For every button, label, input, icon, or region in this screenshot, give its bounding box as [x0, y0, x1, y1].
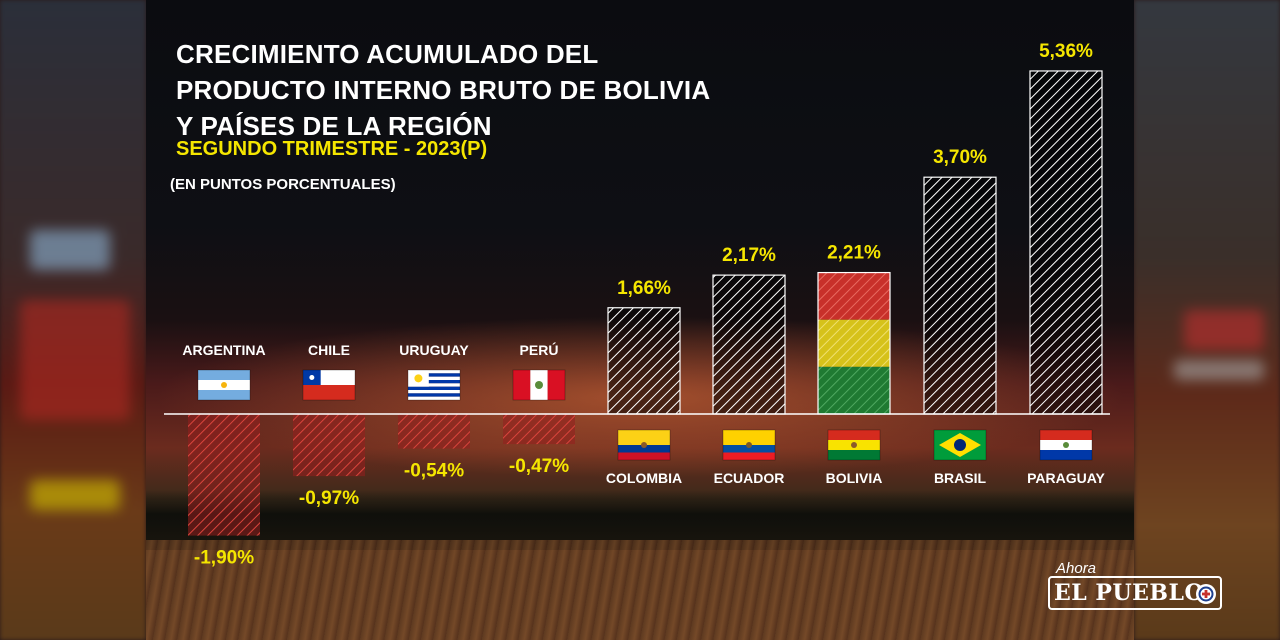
field-ground [146, 540, 1134, 640]
title-line-2: PRODUCTO INTERNO BRUTO DE BOLIVIA [176, 75, 711, 105]
bar-per [503, 414, 575, 445]
category-label-per: PERÚ [520, 341, 559, 358]
value-label-uruguay: -0,54% [404, 461, 464, 482]
bolivia-flag [827, 429, 881, 461]
chile-flag [302, 369, 356, 401]
category-label-brasil: BRASIL [934, 470, 987, 486]
peru-flag [512, 369, 566, 401]
chart-subtitle: SEGUNDO TRIMESTRE - 2023(P) [176, 138, 488, 160]
title-line-1: CRECIMIENTO ACUMULADO DEL [176, 39, 599, 69]
blurred-label-shape [1174, 360, 1264, 380]
brazil-flag [933, 429, 987, 461]
category-label-argentina: ARGENTINA [182, 342, 265, 358]
value-label-colombia: 1,66% [617, 278, 671, 299]
value-label-bolivia: 2,21% [827, 243, 881, 264]
value-label-ecuador: 2,17% [722, 245, 776, 266]
bar-chile [293, 414, 365, 477]
ecuador-flag [722, 429, 776, 461]
title-line-3: Y PAÍSES DE LA REGIÓN [176, 111, 492, 141]
bar-colombia [607, 307, 681, 415]
bar-brasil [923, 176, 997, 415]
el-pueblo-logo: Ahora EL PUEBLO [1048, 560, 1224, 614]
category-label-bolivia: BOLIVIA [826, 470, 883, 486]
argentina-flag [197, 369, 251, 401]
bar-paraguay [1029, 70, 1103, 415]
category-label-ecuador: ECUADOR [714, 470, 785, 486]
value-label-chile: -0,97% [299, 488, 359, 509]
bar-uruguay [398, 414, 470, 449]
logo-prefix: Ahora [1056, 560, 1097, 577]
blurred-flag-shape [1184, 310, 1264, 350]
bar-bolivia-red [818, 272, 890, 320]
value-label-per: -0,47% [509, 456, 569, 477]
background-left-blur [0, 0, 146, 640]
blurred-flag-shape [30, 230, 110, 270]
category-label-chile: CHILE [308, 342, 350, 358]
category-label-colombia: COLOMBIA [606, 470, 682, 486]
value-label-paraguay: 5,36% [1039, 41, 1093, 62]
labels-group: -1,90% ARGENTINA -0,97% CHILE -0,54% URUGUAY -… [182, 41, 1105, 569]
bars-group [188, 70, 1103, 536]
logo-plus-icon [1196, 584, 1216, 604]
category-label-paraguay: PARAGUAY [1027, 470, 1105, 486]
blurred-label-shape [30, 480, 120, 510]
paraguay-flag [1039, 429, 1093, 461]
bar-ecuador [712, 274, 786, 415]
blurred-bar-shape [20, 300, 130, 420]
background-right-blur [1134, 0, 1280, 640]
unit-label: (EN PUNTOS PORCENTUALES) [170, 176, 396, 193]
chart-title: CRECIMIENTO ACUMULADO DEL PRODUCTO INTER… [176, 36, 710, 144]
logo-frame [1048, 576, 1222, 610]
value-label-argentina: -1,90% [194, 548, 254, 569]
value-label-brasil: 3,70% [933, 147, 987, 168]
bar-bolivia-yellow [818, 319, 890, 367]
flags-group [197, 369, 1093, 461]
logo-name: EL PUEBLO [1054, 580, 1205, 606]
uruguay-flag [407, 369, 461, 401]
bar-bolivia-green [818, 366, 890, 414]
colombia-flag [617, 429, 671, 461]
category-label-uruguay: URUGUAY [399, 342, 469, 358]
bar-argentina [188, 414, 260, 536]
